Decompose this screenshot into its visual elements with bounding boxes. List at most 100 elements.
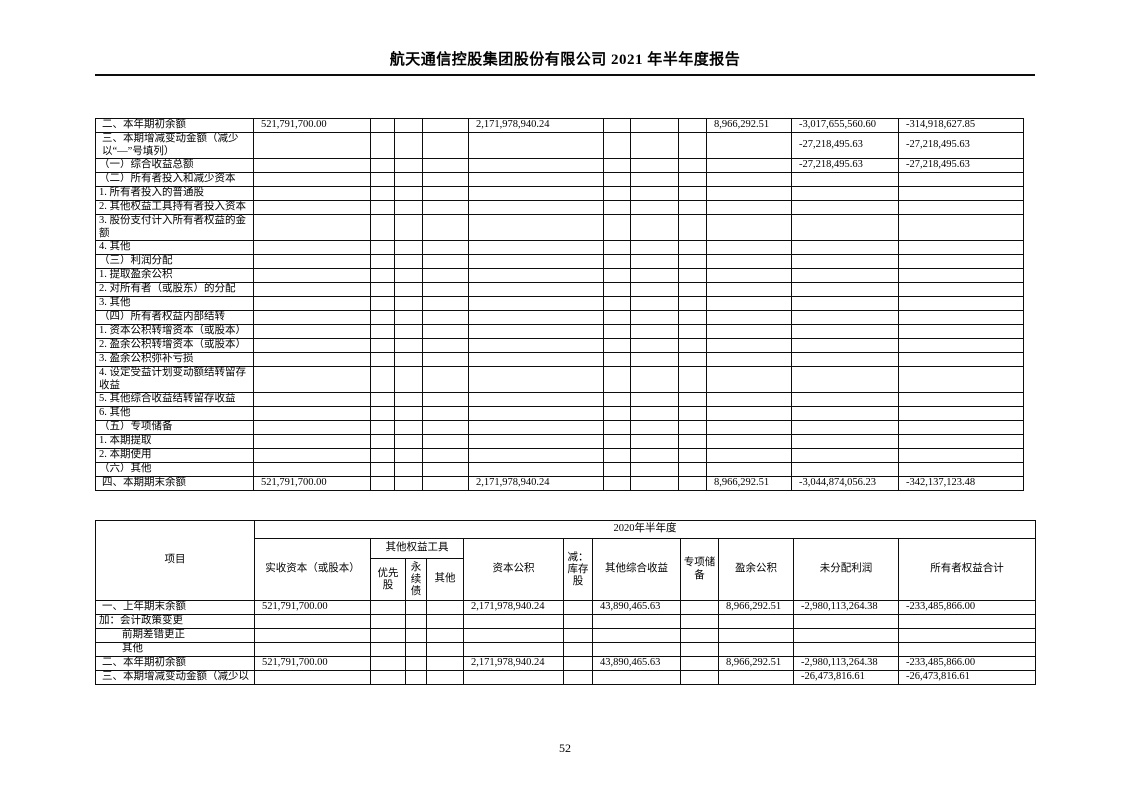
- value-cell: [706, 158, 792, 173]
- table-row: 4. 设定受益计划变动额结转留存收益: [95, 366, 1024, 393]
- value-cell: [718, 642, 794, 657]
- value-cell: [630, 282, 679, 297]
- value-cell: [468, 282, 604, 297]
- value-cell: [370, 670, 406, 685]
- value-cell: [898, 186, 1024, 201]
- value-cell: [370, 118, 395, 133]
- row-label-cell: 4. 其他: [95, 240, 254, 255]
- value-cell: [394, 200, 423, 215]
- value-cell: [898, 406, 1024, 421]
- value-cell: [603, 118, 631, 133]
- value-cell: [718, 628, 794, 643]
- value-cell: [603, 420, 631, 435]
- row-label-cell: 二、本年期初余额: [95, 118, 254, 133]
- value-cell: [592, 642, 681, 657]
- header-paid-in-capital: 实收资本（或股本）: [254, 538, 371, 601]
- value-cell: [678, 172, 707, 187]
- value-cell: [405, 656, 427, 671]
- value-cell: [791, 406, 899, 421]
- value-cell: [370, 254, 395, 269]
- row-label-cell: 4. 设定受益计划变动额结转留存收益: [95, 366, 254, 393]
- value-cell: [898, 434, 1024, 449]
- value-cell: [791, 240, 899, 255]
- value-cell: [898, 392, 1024, 407]
- value-cell: [898, 366, 1024, 393]
- value-cell: [603, 254, 631, 269]
- header-item: 项目: [95, 520, 255, 601]
- value-cell: [898, 420, 1024, 435]
- value-cell: [630, 434, 679, 449]
- value-cell: [793, 628, 899, 643]
- value-cell: [422, 392, 469, 407]
- value-cell: [394, 352, 423, 367]
- value-cell: [706, 296, 792, 311]
- row-label-cell: 3. 其他: [95, 296, 254, 311]
- row-label-cell: 一、上年期末余额: [95, 600, 255, 615]
- row-label-cell: 2. 本期使用: [95, 448, 254, 463]
- value-cell: [678, 324, 707, 339]
- value-cell: [898, 448, 1024, 463]
- value-cell: [422, 268, 469, 283]
- value-cell: [253, 462, 371, 477]
- value-cell: -314,918,627.85: [898, 118, 1024, 133]
- value-cell: [405, 600, 427, 615]
- value-cell: [370, 656, 406, 671]
- value-cell: [468, 420, 604, 435]
- header-surplus-reserve: 盈余公积: [718, 538, 794, 601]
- value-cell: [426, 628, 464, 643]
- table-row: （一）综合收益总额 -27,218,495.63 -27,218,495.63: [95, 158, 1024, 173]
- value-cell: [370, 338, 395, 353]
- table-row: 6. 其他: [95, 406, 1024, 421]
- value-cell: [370, 186, 395, 201]
- row-label-cell: 加：会计政策变更: [95, 614, 255, 629]
- value-cell: [253, 310, 371, 325]
- value-cell: [422, 434, 469, 449]
- value-cell: -26,473,816.61: [793, 670, 899, 685]
- table-row: 加：会计政策变更: [95, 614, 1036, 629]
- value-cell: [394, 338, 423, 353]
- header-divider: [95, 74, 1035, 76]
- value-cell: [426, 614, 464, 629]
- value-cell: [394, 296, 423, 311]
- value-cell: 2,171,978,940.24: [468, 118, 604, 133]
- row-label-cell: （四）所有者权益内部结转: [95, 310, 254, 325]
- value-cell: [370, 600, 406, 615]
- value-cell: [678, 310, 707, 325]
- table-row: 4. 其他: [95, 240, 1024, 255]
- row-label-cell: 2. 盈余公积转增资本（或股本）: [95, 338, 254, 353]
- value-cell: [394, 240, 423, 255]
- table-row: 三、本期增减变动金额（减少以“—”号填列） -27,218,495.63 -27,2…: [95, 132, 1024, 159]
- value-cell: [394, 420, 423, 435]
- value-cell: [422, 448, 469, 463]
- value-cell: [791, 268, 899, 283]
- value-cell: [370, 448, 395, 463]
- row-label-cell: 1. 提取盈余公积: [95, 268, 254, 283]
- value-cell: [422, 406, 469, 421]
- value-cell: [630, 214, 679, 241]
- value-cell: [370, 392, 395, 407]
- value-cell: [253, 324, 371, 339]
- value-cell: [468, 132, 604, 159]
- table-row: 前期差错更正: [95, 628, 1036, 643]
- value-cell: [898, 642, 1036, 657]
- value-cell: [426, 670, 464, 685]
- value-cell: [718, 614, 794, 629]
- value-cell: [630, 310, 679, 325]
- value-cell: [706, 324, 792, 339]
- value-cell: [422, 338, 469, 353]
- value-cell: [603, 186, 631, 201]
- value-cell: [370, 614, 406, 629]
- value-cell: [630, 352, 679, 367]
- table-row: 1. 所有者投入的普通股: [95, 186, 1024, 201]
- value-cell: [370, 310, 395, 325]
- value-cell: [791, 324, 899, 339]
- value-cell: [603, 158, 631, 173]
- value-cell: [405, 628, 427, 643]
- value-cell: [678, 240, 707, 255]
- value-cell: [678, 282, 707, 297]
- value-cell: [706, 448, 792, 463]
- value-cell: -3,017,655,560.60: [791, 118, 899, 133]
- value-cell: [253, 268, 371, 283]
- value-cell: [791, 254, 899, 269]
